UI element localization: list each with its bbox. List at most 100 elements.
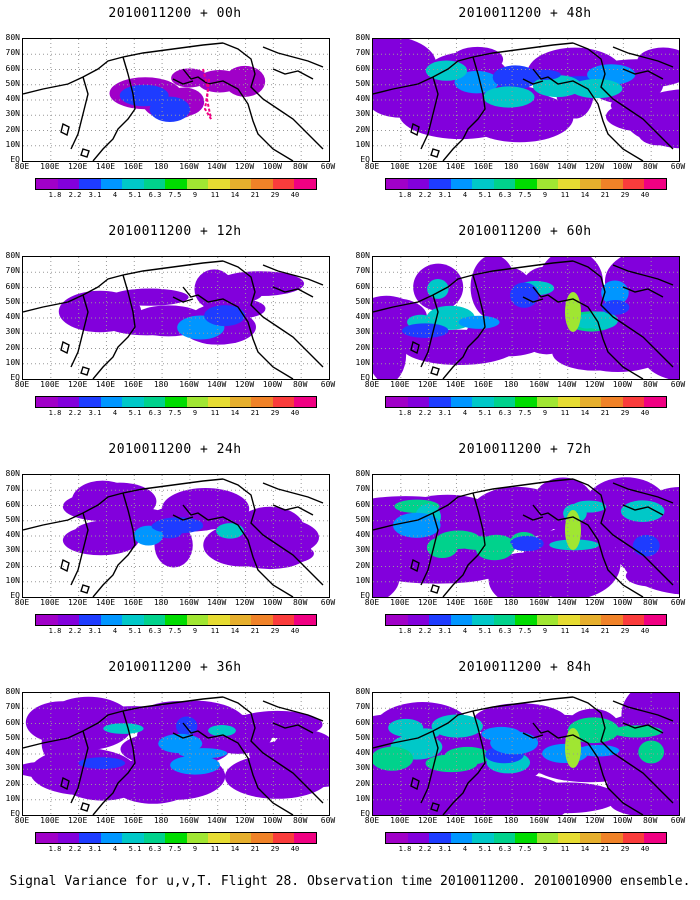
colorbar-label: 3.1 bbox=[438, 409, 452, 417]
latitude-label: 40N bbox=[355, 530, 370, 539]
variance-map bbox=[22, 692, 330, 816]
latitude-label: EQ bbox=[10, 591, 20, 600]
colorbar-swatch bbox=[515, 179, 537, 189]
colorbar-label: 7.5 bbox=[168, 627, 182, 635]
colorbar-swatch bbox=[186, 397, 209, 407]
coastline bbox=[70, 76, 89, 150]
colorbar-swatch bbox=[100, 615, 123, 625]
variance-contour bbox=[59, 757, 147, 801]
longitude-label: 60W bbox=[670, 598, 686, 607]
colorbar-swatch bbox=[601, 615, 623, 625]
colorbar-label: 9 bbox=[542, 845, 548, 853]
latitude-label: 70N bbox=[5, 484, 20, 494]
colorbar-swatch bbox=[57, 179, 80, 189]
colorbar-swatch bbox=[36, 397, 58, 407]
latitude-label: 50N bbox=[355, 296, 370, 306]
coastline bbox=[572, 478, 674, 586]
longitude-label: 160E bbox=[123, 162, 143, 171]
colorbar-swatch bbox=[579, 615, 602, 625]
variance-contour bbox=[532, 75, 582, 98]
panel-title: 2010011200 + 12h bbox=[108, 224, 242, 239]
colorbar-label: 3.1 bbox=[438, 627, 452, 635]
latitude-label: 80N bbox=[355, 251, 370, 260]
colorbar-swatch bbox=[493, 179, 516, 189]
latitude-label: 60N bbox=[5, 281, 20, 291]
latitude-label: 20N bbox=[355, 124, 370, 134]
colorbar-label: 21 bbox=[600, 627, 610, 635]
colorbar-swatch bbox=[579, 397, 602, 407]
latitude-label: 40N bbox=[355, 312, 370, 321]
coastline bbox=[420, 76, 439, 150]
coastline bbox=[442, 56, 486, 161]
coastline bbox=[222, 42, 324, 150]
latitude-label: 50N bbox=[355, 732, 370, 742]
longitude-label: 160E bbox=[473, 598, 493, 607]
coastline bbox=[410, 340, 420, 355]
latitude-label: 80N bbox=[355, 469, 370, 478]
latitude-label: 10N bbox=[5, 357, 20, 367]
colorbar-label: 14 bbox=[230, 409, 240, 417]
coastline bbox=[522, 514, 544, 521]
longitude-label: 80E bbox=[14, 162, 30, 171]
longitude-label: 100E bbox=[390, 380, 410, 389]
coastline bbox=[172, 514, 194, 521]
latitude-label: 60N bbox=[355, 63, 370, 73]
longitude-label: 80W bbox=[292, 380, 308, 389]
colorbar-label: 7.5 bbox=[168, 409, 182, 417]
colorbar-label: 40 bbox=[290, 409, 300, 417]
colorbar-label: 14 bbox=[580, 845, 590, 853]
latitude-label: 60N bbox=[355, 281, 370, 291]
coastline bbox=[612, 482, 674, 516]
coastline bbox=[420, 294, 439, 368]
colorbar-swatch bbox=[472, 615, 494, 625]
longitude-label: 180 bbox=[503, 816, 519, 825]
coastline bbox=[80, 802, 90, 812]
longitude-label: 140E bbox=[445, 816, 466, 825]
colorbar-label: 1.8 bbox=[48, 191, 62, 199]
colorbar-swatch bbox=[429, 833, 451, 843]
colorbar-label: 2.2 bbox=[418, 191, 432, 199]
longitude-label: 60W bbox=[320, 162, 336, 171]
colorbar-label: 11 bbox=[210, 627, 220, 635]
latitude-label: 60N bbox=[5, 63, 20, 73]
colorbar-swatch bbox=[407, 397, 430, 407]
colorbar-label: 5.1 bbox=[128, 627, 142, 635]
latitude-label: 30N bbox=[355, 763, 370, 773]
colorbar-label: 6.3 bbox=[498, 191, 512, 199]
colorbar-swatch bbox=[450, 397, 473, 407]
longitude-label: 160W bbox=[529, 380, 549, 389]
longitude-label: 60W bbox=[670, 380, 686, 389]
longitude-label: 160W bbox=[179, 162, 199, 171]
variance-contour bbox=[458, 315, 500, 329]
longitude-label: 120E bbox=[417, 816, 438, 825]
map-canvas bbox=[23, 475, 329, 597]
colorbar bbox=[385, 178, 667, 190]
colorbar-swatch bbox=[472, 833, 494, 843]
latitude-label: EQ bbox=[360, 809, 370, 818]
colorbar-swatch bbox=[143, 397, 166, 407]
longitude-label: 80W bbox=[642, 598, 658, 607]
longitude-label: 100E bbox=[40, 380, 60, 389]
longitude-label: 160W bbox=[179, 598, 199, 607]
colorbar-label: 29 bbox=[620, 409, 630, 417]
longitude-label: 120E bbox=[417, 380, 438, 389]
coastline bbox=[70, 512, 89, 586]
coastline bbox=[442, 492, 486, 597]
longitude-label: 120W bbox=[584, 162, 605, 171]
variance-contour bbox=[431, 714, 483, 738]
latitude-label: EQ bbox=[360, 373, 370, 382]
colorbar-swatch bbox=[386, 615, 408, 625]
latitude-label: 80N bbox=[5, 251, 20, 260]
colorbar-swatch bbox=[272, 615, 295, 625]
colorbar-swatch bbox=[229, 179, 252, 189]
variance-contour bbox=[427, 278, 449, 299]
longitude-label: 120W bbox=[234, 598, 255, 607]
latitude-label: 20N bbox=[355, 778, 370, 788]
variance-contour bbox=[208, 725, 236, 737]
longitude-label: 80E bbox=[364, 598, 380, 607]
colorbar-swatch bbox=[100, 397, 123, 407]
variance-contour bbox=[216, 523, 244, 539]
coastline bbox=[222, 478, 324, 586]
variance-contour bbox=[454, 773, 572, 815]
variance-contour bbox=[133, 525, 163, 546]
